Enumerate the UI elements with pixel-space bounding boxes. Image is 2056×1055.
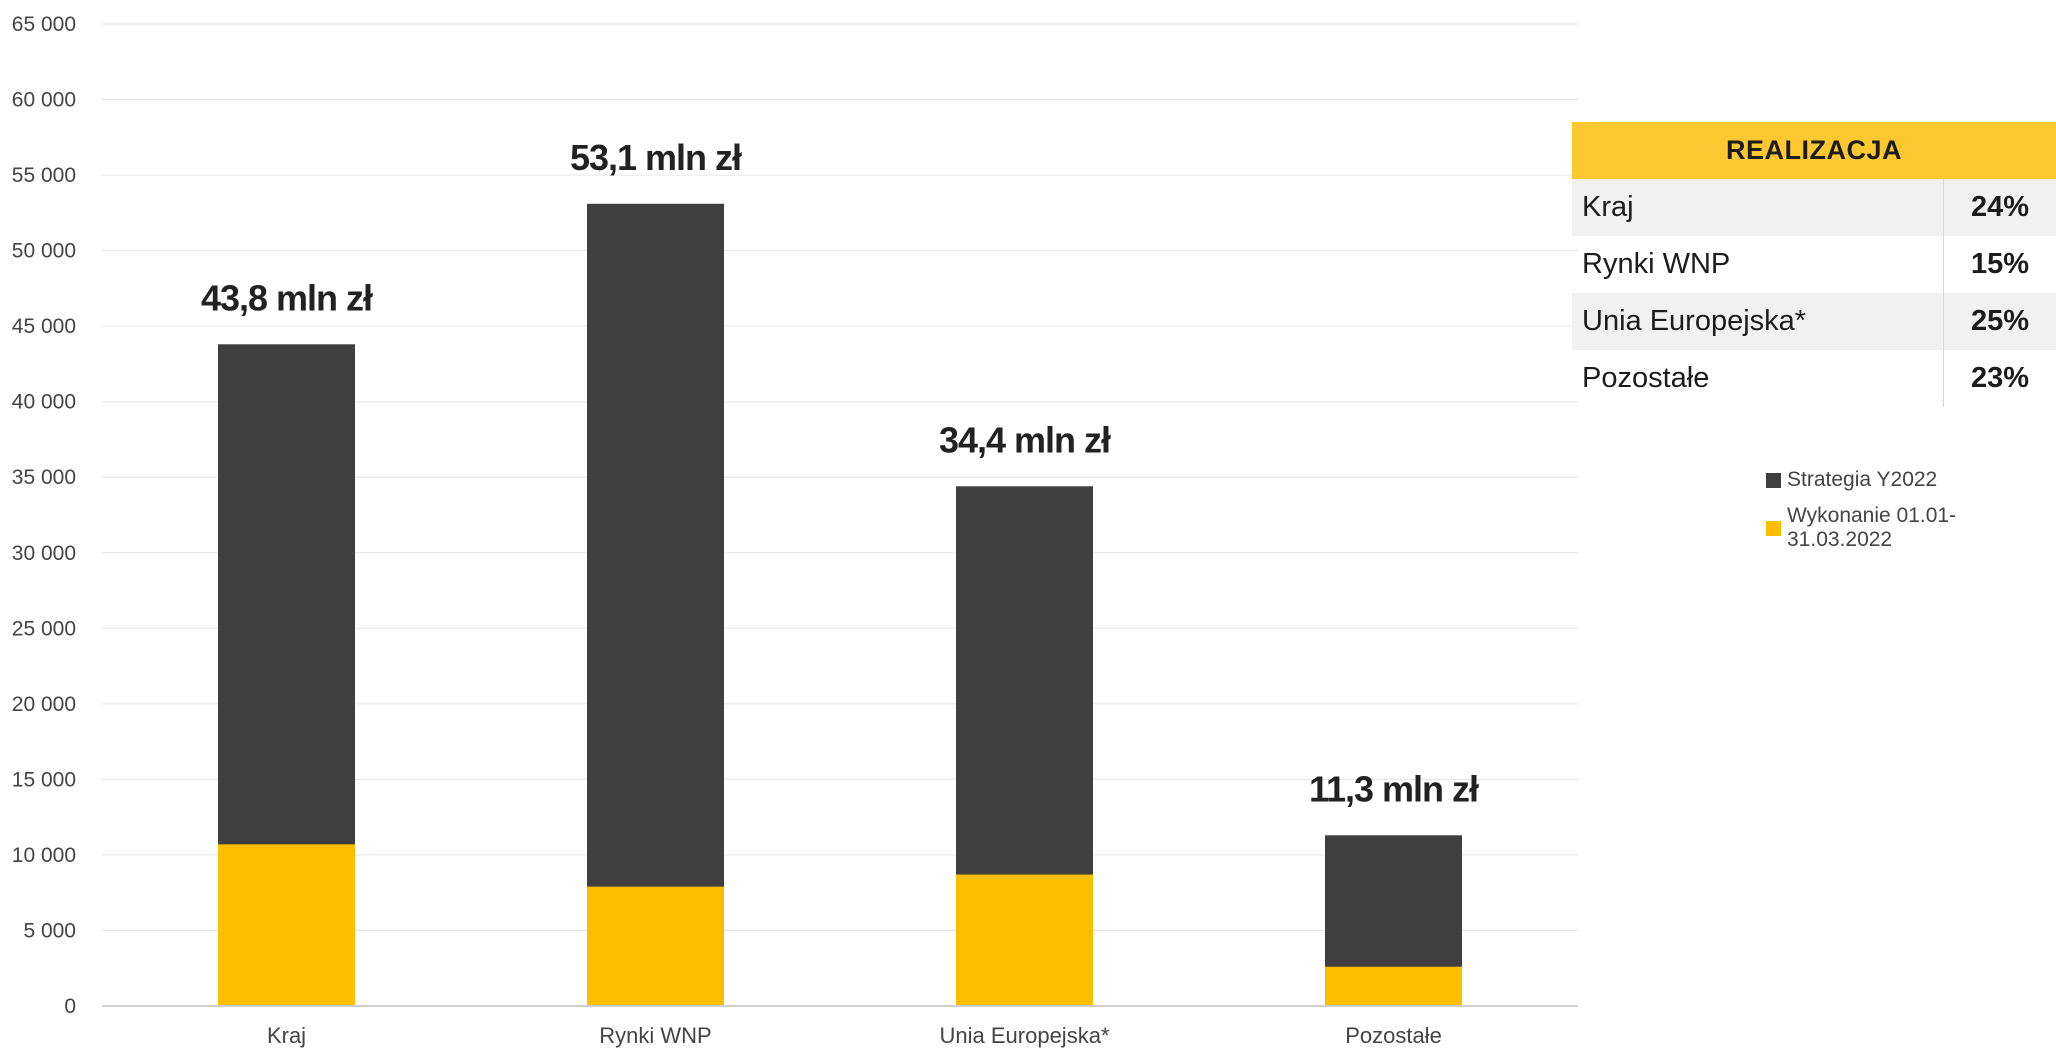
y-tick-label: 60 000	[12, 89, 76, 112]
y-tick-label: 25 000	[12, 617, 76, 640]
y-tick-label: 0	[64, 995, 76, 1018]
legend-swatch	[1766, 520, 1781, 536]
y-tick-label: 65 000	[12, 13, 76, 36]
data-label-total: 43,8 mln zł	[201, 277, 373, 318]
x-tick-label: Pozostałe	[1345, 1023, 1442, 1048]
realization-row-label: Rynki WNP	[1572, 236, 1944, 293]
y-tick-label: 5 000	[23, 919, 76, 942]
realization-row-pozostale: Pozostałe 23%	[1572, 350, 2056, 407]
realization-row-value: 15%	[1970, 248, 2030, 280]
y-tick-label: 40 000	[12, 391, 76, 414]
legend-label: Strategia Y2022	[1787, 468, 1938, 491]
realization-row-label: Pozostałe	[1572, 350, 1944, 407]
realization-row-rynki-wnp: Rynki WNP 15%	[1572, 236, 2056, 293]
bar-strategy	[587, 203, 724, 1006]
x-tick-label: Unia Europejska*	[940, 1023, 1110, 1048]
realization-table: REALIZACJA Kraj 24% Rynki WNP 15% Unia E…	[1572, 122, 2056, 407]
data-label-total: 53,1 mln zł	[570, 137, 742, 178]
y-tick-label: 45 000	[12, 315, 76, 338]
y-tick-label: 20 000	[12, 693, 76, 716]
y-axis: 0 5 000 10 000 15 000 20 000 25 000 30 000 35 0…	[12, 13, 76, 1018]
bars	[218, 203, 1462, 1006]
bar-execution	[218, 844, 355, 1006]
legend-label: Wykonanie 01.01-31.03.2022	[1787, 504, 1957, 551]
y-tick-label: 10 000	[12, 844, 76, 867]
y-tick-label: 55 000	[12, 164, 76, 187]
realization-row-label: Unia Europejska*	[1572, 293, 1944, 350]
legend-swatch	[1766, 472, 1781, 488]
realization-row-value: 23%	[1970, 362, 2030, 394]
bar-execution	[956, 874, 1093, 1006]
data-label-total: 34,4 mln zł	[939, 419, 1111, 460]
x-tick-label: Rynki WNP	[599, 1023, 711, 1048]
realization-row-kraj: Kraj 24%	[1572, 179, 2056, 236]
y-tick-label: 50 000	[12, 240, 76, 263]
total-labels: 43,8 mln zł 53,1 mln zł 34,4 mln zł 11,3 ml…	[201, 137, 1480, 810]
y-tick-label: 30 000	[12, 542, 76, 565]
x-tick-label: Kraj	[267, 1023, 306, 1048]
realization-header-row: REALIZACJA	[1572, 122, 2056, 179]
realization-row-value: 25%	[1970, 305, 2030, 337]
bar-execution	[1325, 966, 1462, 1006]
x-axis: Kraj Rynki WNP Unia Europejska* Pozostałe	[102, 1005, 1578, 1048]
realization-row-label: Kraj	[1572, 179, 1944, 236]
legend-item-execution: Wykonanie 01.01-31.03.2022	[1766, 504, 2056, 552]
legend-item-strategy: Strategia Y2022	[1766, 456, 2056, 504]
data-label-total: 11,3 mln zł	[1309, 768, 1479, 809]
chart-legend: Strategia Y2022 Wykonanie 01.01-31.03.20…	[1766, 456, 2056, 552]
realization-header: REALIZACJA	[1572, 122, 2056, 179]
bar-execution	[587, 886, 724, 1006]
realization-row-value: 24%	[1970, 191, 2030, 223]
realization-row-unia-europejska: Unia Europejska* 25%	[1572, 293, 2056, 350]
y-tick-label: 15 000	[12, 768, 76, 791]
y-tick-label: 35 000	[12, 466, 76, 489]
